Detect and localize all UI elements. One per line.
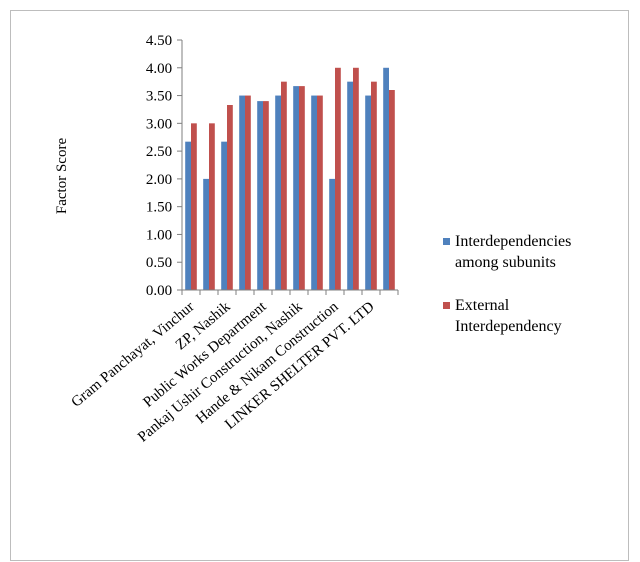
- bar-external-interdependency: [317, 95, 323, 290]
- bar-interdependencies-among-subunits: [293, 86, 299, 290]
- y-tick-label: 3.00: [146, 116, 172, 132]
- bar-interdependencies-among-subunits: [221, 141, 227, 290]
- bar-interdependencies-among-subunits: [203, 178, 209, 290]
- bar-interdependencies-among-subunits: [257, 101, 263, 290]
- bar-external-interdependency: [353, 67, 359, 291]
- y-tick-label: 2.50: [146, 144, 172, 160]
- y-tick-label: 3.50: [146, 89, 172, 105]
- bars: [185, 67, 395, 291]
- bar-external-interdependency: [263, 101, 269, 290]
- axes: [181, 40, 399, 295]
- bar-interdependencies-among-subunits: [239, 95, 245, 290]
- bar-external-interdependency: [227, 105, 233, 290]
- y-tick-label: 4.00: [146, 61, 172, 77]
- y-tick-label: 1.50: [146, 200, 172, 216]
- bar-interdependencies-among-subunits: [329, 178, 335, 290]
- legend-swatch: [443, 238, 450, 245]
- bar-external-interdependency: [299, 86, 305, 290]
- y-tick-label: 1.00: [146, 227, 172, 243]
- bar-interdependencies-among-subunits: [311, 95, 317, 290]
- bar-interdependencies-among-subunits: [275, 95, 281, 290]
- legend-label: Interdependencies: [455, 233, 571, 250]
- y-tick-label: 0.00: [146, 283, 172, 299]
- legend-swatch: [443, 302, 450, 309]
- bar-interdependencies-among-subunits: [347, 81, 353, 291]
- y-tick-label: 0.50: [146, 255, 172, 271]
- y-tick-label: 2.00: [146, 172, 172, 188]
- bar-external-interdependency: [191, 123, 197, 290]
- legend-label: Interdependency: [455, 318, 562, 335]
- bar-external-interdependency: [335, 67, 341, 291]
- bar-external-interdependency: [245, 95, 251, 290]
- bar-interdependencies-among-subunits: [383, 67, 389, 291]
- legend: Interdependencies among subunits External I…: [443, 233, 571, 335]
- y-axis-label: Factor Score: [54, 138, 70, 215]
- bar-external-interdependency: [389, 90, 395, 290]
- bar-external-interdependency: [371, 81, 377, 291]
- bar-interdependencies-among-subunits: [185, 141, 191, 290]
- bar-external-interdependency: [281, 81, 287, 291]
- y-tick-label: 4.50: [146, 33, 172, 49]
- bar-interdependencies-among-subunits: [365, 95, 371, 290]
- legend-label: among subunits: [455, 254, 556, 271]
- y-axis-ticks: 0.00 0.50 1.00 1.50 2.00 2.50 3.00 3.50 4.00 4.50: [146, 33, 182, 299]
- bar-external-interdependency: [209, 123, 215, 290]
- x-tick-label: Gram Panchayat, Vinchur: [69, 299, 198, 411]
- legend-label: External: [455, 297, 510, 314]
